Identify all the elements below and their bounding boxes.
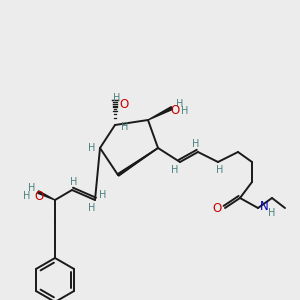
Text: H: H (99, 190, 107, 200)
Text: H: H (171, 165, 179, 175)
Text: O: O (170, 104, 180, 118)
Text: H: H (181, 106, 189, 116)
Text: O: O (34, 190, 43, 202)
Text: H: H (88, 143, 96, 153)
Text: O: O (119, 98, 129, 112)
Polygon shape (148, 107, 173, 120)
Polygon shape (38, 191, 55, 200)
Text: H: H (88, 203, 96, 213)
Text: H: H (192, 139, 200, 149)
Text: H: H (28, 183, 36, 193)
Text: N: N (260, 200, 268, 212)
Text: H: H (121, 122, 129, 132)
Text: H: H (70, 177, 78, 187)
Text: H: H (216, 165, 224, 175)
Text: H: H (23, 191, 31, 201)
Polygon shape (117, 148, 158, 176)
Text: H: H (113, 93, 121, 103)
Text: H: H (268, 208, 276, 218)
Text: O: O (212, 202, 222, 214)
Text: H: H (176, 99, 184, 109)
